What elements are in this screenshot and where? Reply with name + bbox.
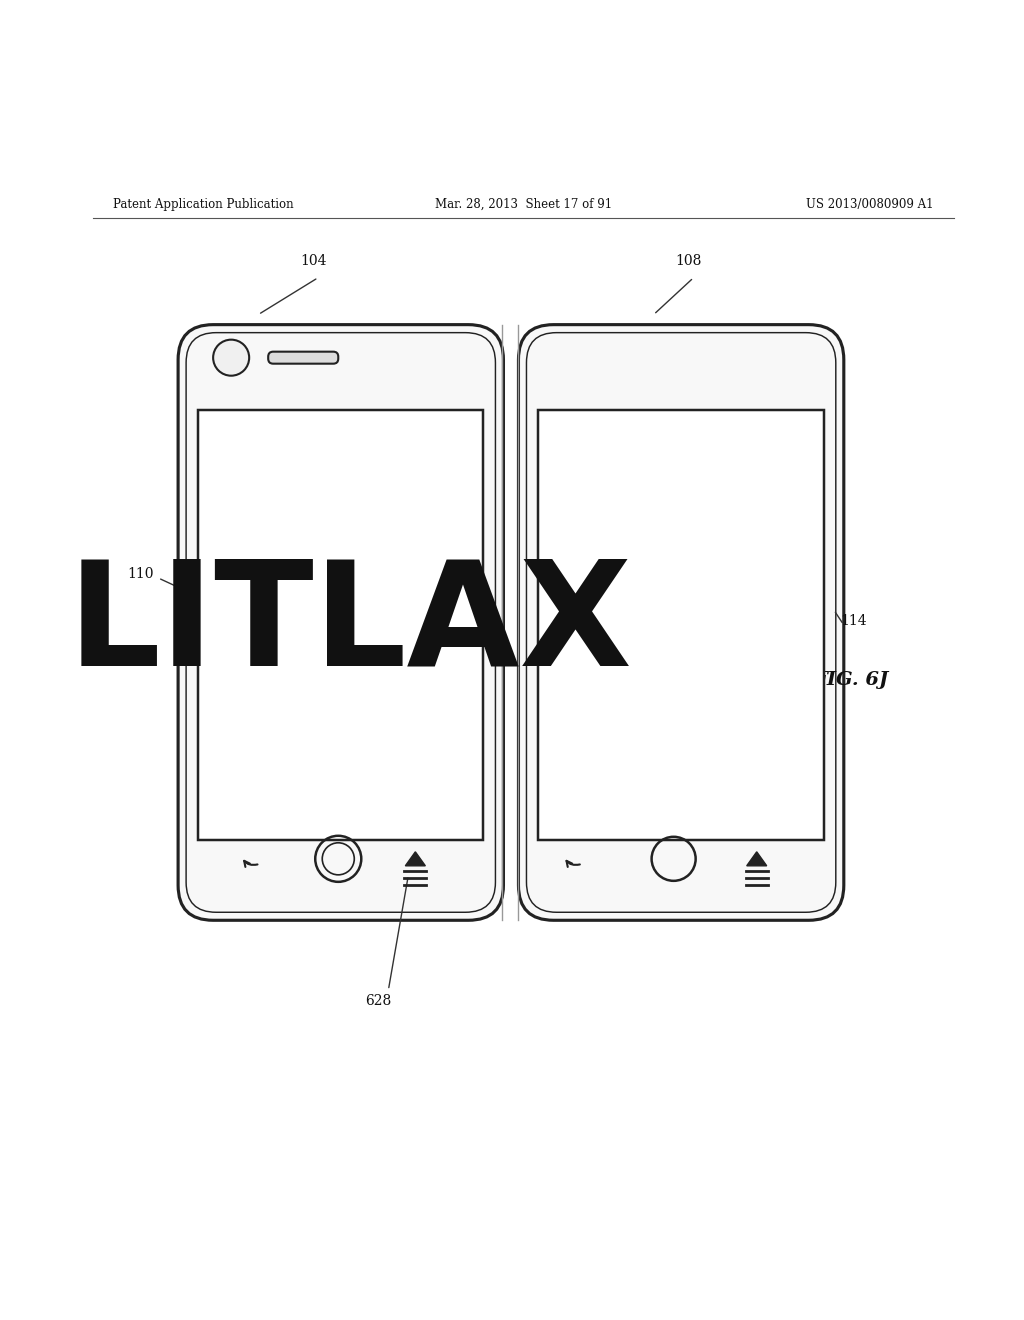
Text: 108: 108 bbox=[676, 253, 701, 268]
Text: 110: 110 bbox=[128, 566, 155, 581]
Circle shape bbox=[213, 339, 249, 376]
Text: FIG. 6J: FIG. 6J bbox=[814, 671, 889, 689]
FancyBboxPatch shape bbox=[178, 325, 504, 920]
Bar bbox=[198, 409, 483, 841]
Bar bbox=[539, 409, 823, 841]
Text: LITLAX: LITLAX bbox=[68, 554, 633, 696]
Text: Patent Application Publication: Patent Application Publication bbox=[113, 198, 294, 211]
Text: 104: 104 bbox=[300, 253, 327, 268]
Text: US 2013/0080909 A1: US 2013/0080909 A1 bbox=[807, 198, 934, 211]
Polygon shape bbox=[746, 851, 767, 866]
Text: 628: 628 bbox=[366, 994, 391, 1008]
FancyBboxPatch shape bbox=[518, 325, 844, 920]
FancyBboxPatch shape bbox=[268, 351, 338, 364]
Polygon shape bbox=[406, 851, 425, 866]
Text: 114: 114 bbox=[841, 614, 867, 628]
Text: Mar. 28, 2013  Sheet 17 of 91: Mar. 28, 2013 Sheet 17 of 91 bbox=[435, 198, 612, 211]
